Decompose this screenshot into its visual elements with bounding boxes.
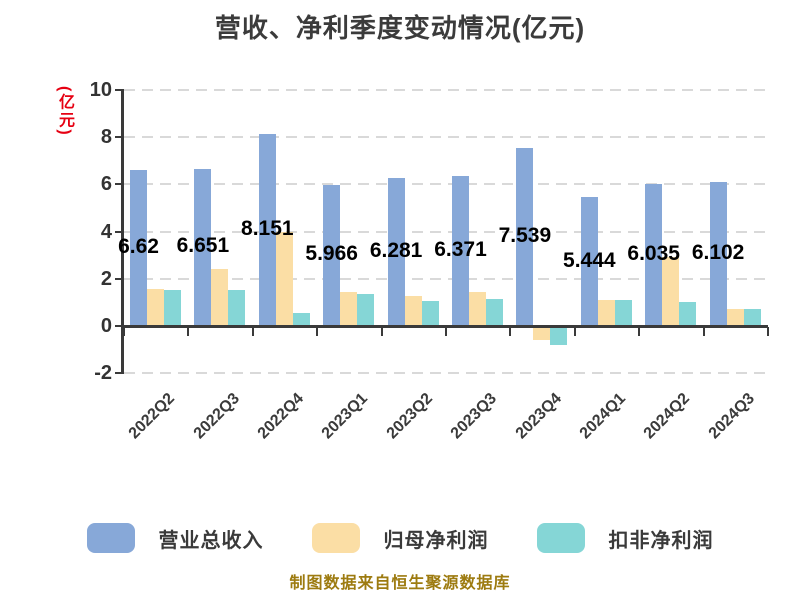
x-tick-mark xyxy=(187,326,190,336)
legend-item-营业总收入: 营业总收入 xyxy=(86,523,264,553)
y-tick-label: 2 xyxy=(100,267,112,290)
y-tick-mark xyxy=(115,230,122,233)
bar-扣非净利润-2024Q3 xyxy=(743,309,761,326)
bar-归母净利润-2024Q1 xyxy=(597,300,615,326)
legend-item-归母净利润: 归母净利润 xyxy=(311,523,489,553)
bar-value-label: 5.966 xyxy=(305,242,358,266)
bar-扣非净利润-2023Q3 xyxy=(486,298,503,326)
bar-营业总收入-2023Q1 xyxy=(323,185,341,326)
gridline-y-6 xyxy=(124,183,768,186)
bar-归母净利润-2023Q4 xyxy=(533,325,551,341)
y-tick-mark xyxy=(115,136,122,139)
bar-扣非净利润-2023Q2 xyxy=(421,301,439,326)
bar-营业总收入-2022Q4 xyxy=(258,133,276,326)
bar-营业总收入-2023Q3 xyxy=(452,175,469,326)
bar-value-label: 6.035 xyxy=(627,241,680,265)
legend: 营业总收入 归母净利润 扣非净利润 xyxy=(0,520,800,556)
gridline-y-4 xyxy=(124,230,768,233)
gridline-y--2 xyxy=(124,372,768,374)
gridline-y-2 xyxy=(124,277,768,280)
bar-营业总收入-2022Q3 xyxy=(194,168,212,326)
bar-value-label: 6.281 xyxy=(369,238,423,262)
bar-归母净利润-2022Q3 xyxy=(211,269,229,326)
legend-swatch-icon xyxy=(86,523,135,553)
data-source-note: 制图数据来自恒生聚源数据库 xyxy=(289,575,511,592)
bar-value-label: 6.102 xyxy=(691,240,745,264)
x-tick-mark xyxy=(509,326,512,336)
bar-归母净利润-2023Q2 xyxy=(404,295,422,326)
bar-归母净利润-2024Q2 xyxy=(662,257,680,326)
bar-value-label: 5.444 xyxy=(563,248,616,272)
gridline-y-8 xyxy=(124,136,768,139)
bar-营业总收入-2022Q2 xyxy=(130,169,147,326)
legend-label: 扣非净利润 xyxy=(608,529,714,552)
x-tick-mark xyxy=(251,326,254,336)
bar-扣非净利润-2022Q4 xyxy=(292,312,310,326)
bar-value-label: 6.651 xyxy=(176,234,230,258)
y-tick-label: 4 xyxy=(100,220,112,243)
bar-value-label: 6.371 xyxy=(434,237,487,261)
legend-swatch-icon xyxy=(311,523,360,553)
x-tick-mark xyxy=(767,326,769,336)
y-tick-mark xyxy=(115,324,122,327)
x-tick-mark xyxy=(573,326,576,336)
legend-label: 归母净利润 xyxy=(383,529,489,552)
bar-扣非净利润-2024Q2 xyxy=(679,302,697,326)
bar-扣非净利润-2022Q2 xyxy=(164,290,181,326)
bar-营业总收入-2023Q2 xyxy=(387,177,405,326)
gridline-y-10 xyxy=(124,89,768,91)
y-axis-label: (亿元) xyxy=(56,86,73,137)
y-axis-line xyxy=(121,89,124,374)
bar-扣非净利润-2023Q4 xyxy=(550,325,568,345)
y-tick-label: 0 xyxy=(100,314,112,337)
y-tick-label: -2 xyxy=(94,362,112,384)
y-tick-mark xyxy=(115,89,122,91)
x-tick-mark xyxy=(380,326,383,336)
bar-归母净利润-2022Q2 xyxy=(147,289,164,326)
bar-营业总收入-2024Q2 xyxy=(645,183,663,326)
bar-value-label: 8.151 xyxy=(241,216,294,240)
x-tick-mark xyxy=(638,326,641,336)
bar-扣非净利润-2023Q1 xyxy=(357,293,375,326)
bar-扣非净利润-2024Q1 xyxy=(614,299,632,326)
legend-swatch-icon xyxy=(536,523,585,553)
bar-归母净利润-2024Q3 xyxy=(726,309,744,326)
bar-扣非净利润-2022Q3 xyxy=(228,290,246,326)
y-tick-label: 6 xyxy=(100,173,112,196)
bar-归母净利润-2022Q4 xyxy=(275,231,293,326)
x-tick-mark xyxy=(123,326,125,336)
bar-value-label: 6.62 xyxy=(118,234,159,258)
chart-title: 营收、净利季度变动情况(亿元) xyxy=(214,13,586,43)
x-tick-mark xyxy=(316,326,319,336)
bar-value-label: 7.539 xyxy=(498,223,552,247)
legend-label: 营业总收入 xyxy=(158,529,264,552)
x-axis-line xyxy=(121,324,768,328)
bar-营业总收入-2024Q3 xyxy=(709,181,727,326)
bar-归母净利润-2023Q3 xyxy=(469,291,486,326)
y-tick-label: 10 xyxy=(89,79,112,101)
y-tick-mark xyxy=(115,277,122,280)
bar-营业总收入-2024Q1 xyxy=(580,197,598,326)
x-tick-mark xyxy=(445,326,447,336)
y-tick-label: 8 xyxy=(100,126,112,149)
bar-归母净利润-2023Q1 xyxy=(340,291,358,326)
y-tick-mark xyxy=(115,183,122,186)
legend-item-扣非净利润: 扣非净利润 xyxy=(536,523,714,553)
bar-营业总收入-2023Q4 xyxy=(516,148,534,326)
x-tick-mark xyxy=(702,326,705,336)
y-tick-mark xyxy=(115,372,122,374)
